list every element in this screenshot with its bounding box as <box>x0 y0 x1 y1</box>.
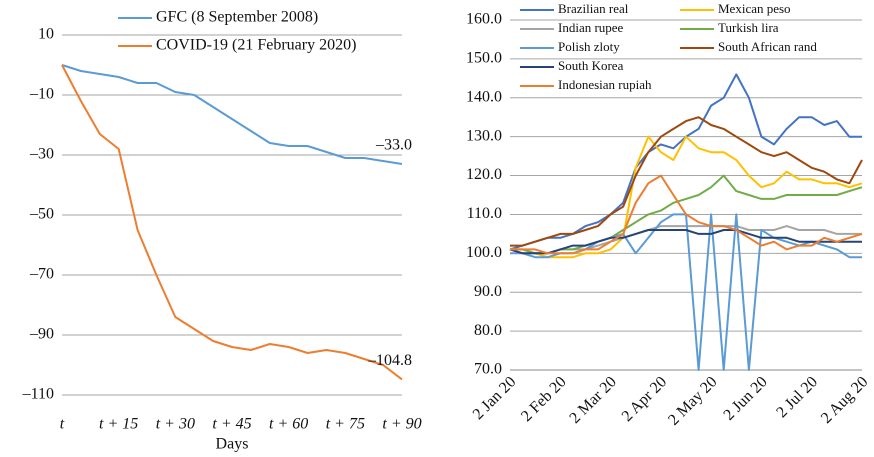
series-line <box>61 64 403 165</box>
x-tick-label: 2 Feb 20 <box>518 373 570 425</box>
series-line <box>510 116 863 247</box>
y-tick-label: 10 <box>38 26 54 43</box>
x-tick-label: 2 Jul 20 <box>773 373 821 421</box>
legend-label: Mexican peso <box>718 1 791 16</box>
x-axis-label: Days <box>216 436 249 453</box>
series-line <box>510 135 863 259</box>
series-line <box>510 174 863 255</box>
legend-label: South Korea <box>558 58 624 73</box>
legend-label: Turkish lira <box>718 20 779 35</box>
y-tick-label: –30 <box>29 146 54 163</box>
annotation: –33.0 <box>375 137 412 154</box>
x-tick-label: 2 Apr 20 <box>619 373 671 425</box>
y-tick-label: 130.0 <box>466 127 502 144</box>
y-tick-label: 80.0 <box>474 322 502 339</box>
y-tick-label: –110 <box>22 386 54 403</box>
x-tick-label: t <box>60 416 65 433</box>
x-tick-label: 2 Aug 20 <box>818 373 872 427</box>
y-tick-label: 90.0 <box>474 283 502 300</box>
x-tick-label: 2 Jan 20 <box>470 373 520 423</box>
y-tick-label: 140.0 <box>466 88 502 105</box>
x-tick-label: t + 60 <box>269 416 308 433</box>
series-line <box>61 64 403 381</box>
x-tick-label: 2 May 20 <box>665 373 720 428</box>
y-tick-label: –90 <box>29 326 54 343</box>
y-tick-label: 110.0 <box>467 205 502 222</box>
series-line <box>509 229 862 255</box>
y-tick-label: 150.0 <box>466 50 502 67</box>
y-tick-label: 100.0 <box>466 244 502 261</box>
annotation: –104.8 <box>367 352 412 369</box>
legend-label: Indonesian rupiah <box>558 77 652 92</box>
legend-label: COVID-19 (21 February 2020) <box>156 37 356 54</box>
x-tick-label: t + 15 <box>99 416 138 433</box>
y-tick-label: 120.0 <box>466 166 502 183</box>
y-tick-label: 70.0 <box>474 361 502 378</box>
x-tick-label: t + 75 <box>326 416 365 433</box>
legend-label: Brazilian real <box>558 1 629 16</box>
legend-label: GFC (8 September 2008) <box>156 9 318 26</box>
legend-label: South African rand <box>718 39 817 54</box>
x-tick-label: t + 30 <box>156 416 195 433</box>
legend-label: Polish zloty <box>558 39 620 54</box>
y-tick-label: –50 <box>29 206 54 223</box>
y-tick-label: –70 <box>29 266 54 283</box>
y-tick-label: –10 <box>29 86 54 103</box>
x-tick-label: 2 Jun 20 <box>720 373 770 423</box>
x-tick-label: 2 Mar 20 <box>566 373 619 426</box>
series-line <box>510 174 863 255</box>
x-tick-label: t + 45 <box>212 416 251 433</box>
y-tick-label: 160.0 <box>466 11 502 28</box>
legend-label: Indian rupee <box>558 20 624 35</box>
x-tick-label: t + 90 <box>382 416 421 433</box>
